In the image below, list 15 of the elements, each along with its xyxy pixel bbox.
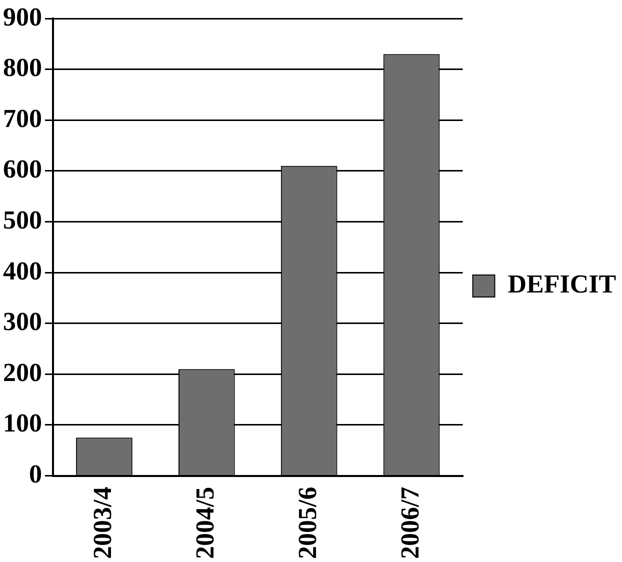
y-tick-label: 200 bbox=[3, 358, 42, 387]
y-tick-label: 400 bbox=[3, 256, 42, 286]
y-tick-label: 800 bbox=[3, 53, 42, 82]
x-tick-label: 2006/7 bbox=[395, 486, 424, 560]
y-tick-label: 700 bbox=[3, 104, 42, 133]
y-tick-label: 500 bbox=[3, 206, 42, 235]
y-tick-label: 900 bbox=[3, 2, 42, 32]
x-tick-label: 2005/6 bbox=[292, 486, 322, 560]
y-tick-label: 600 bbox=[3, 154, 42, 184]
y-tick-label: 100 bbox=[3, 408, 42, 438]
x-tick-label: 2004/5 bbox=[190, 486, 220, 560]
legend-label: DEFICIT bbox=[508, 270, 616, 299]
y-tick-label: 0 bbox=[29, 459, 42, 488]
y-tick-label: 300 bbox=[3, 307, 42, 336]
x-tick-label: 2003/4 bbox=[88, 486, 117, 560]
